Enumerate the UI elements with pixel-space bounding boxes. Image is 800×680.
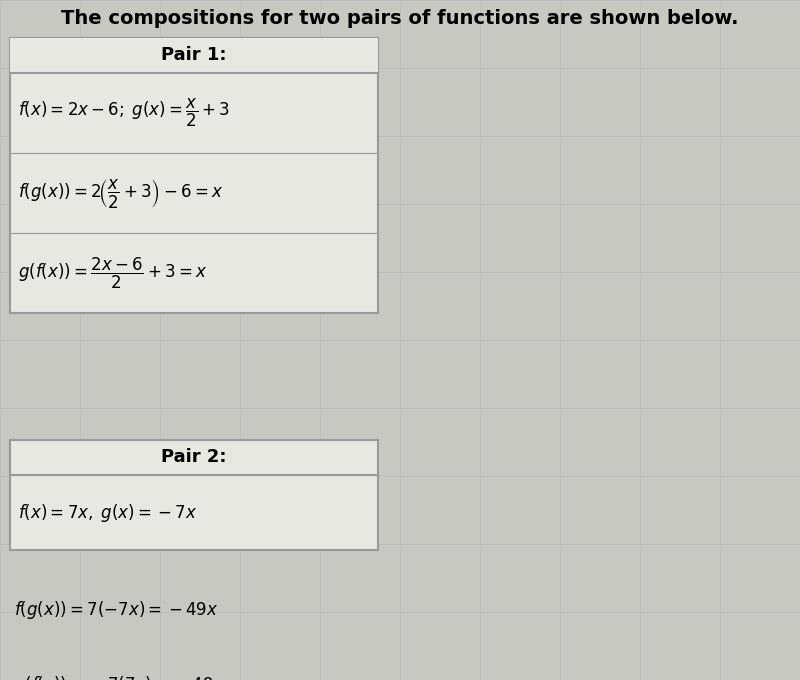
Text: $f(g(x)) = 7(-7x) = -49x$: $f(g(x)) = 7(-7x) = -49x$ — [14, 599, 218, 621]
Text: Pair 1:: Pair 1: — [162, 46, 226, 65]
Bar — [10, 440, 378, 550]
Bar — [10, 38, 378, 73]
Text: $g(f(x)) = -7(7x) = -49x$: $g(f(x)) = -7(7x) = -49x$ — [14, 674, 225, 680]
Text: $f(g(x)) = 2\!\left(\dfrac{x}{2} + 3\right) - 6 = x$: $f(g(x)) = 2\!\left(\dfrac{x}{2} + 3\rig… — [18, 177, 223, 209]
Text: $f(x) = 2x - 6;\; g(x) = \dfrac{x}{2} + 3$: $f(x) = 2x - 6;\; g(x) = \dfrac{x}{2} + … — [18, 97, 230, 129]
Text: $g(f(x)) = \dfrac{2x - 6}{2} + 3 = x$: $g(f(x)) = \dfrac{2x - 6}{2} + 3 = x$ — [18, 256, 207, 290]
Text: $f(x) = 7x,\; g(x) = -7x$: $f(x) = 7x,\; g(x) = -7x$ — [18, 502, 198, 524]
Bar — [10, 38, 378, 313]
Text: Pair 2:: Pair 2: — [162, 449, 226, 466]
Text: The compositions for two pairs of functions are shown below.: The compositions for two pairs of functi… — [62, 9, 738, 27]
